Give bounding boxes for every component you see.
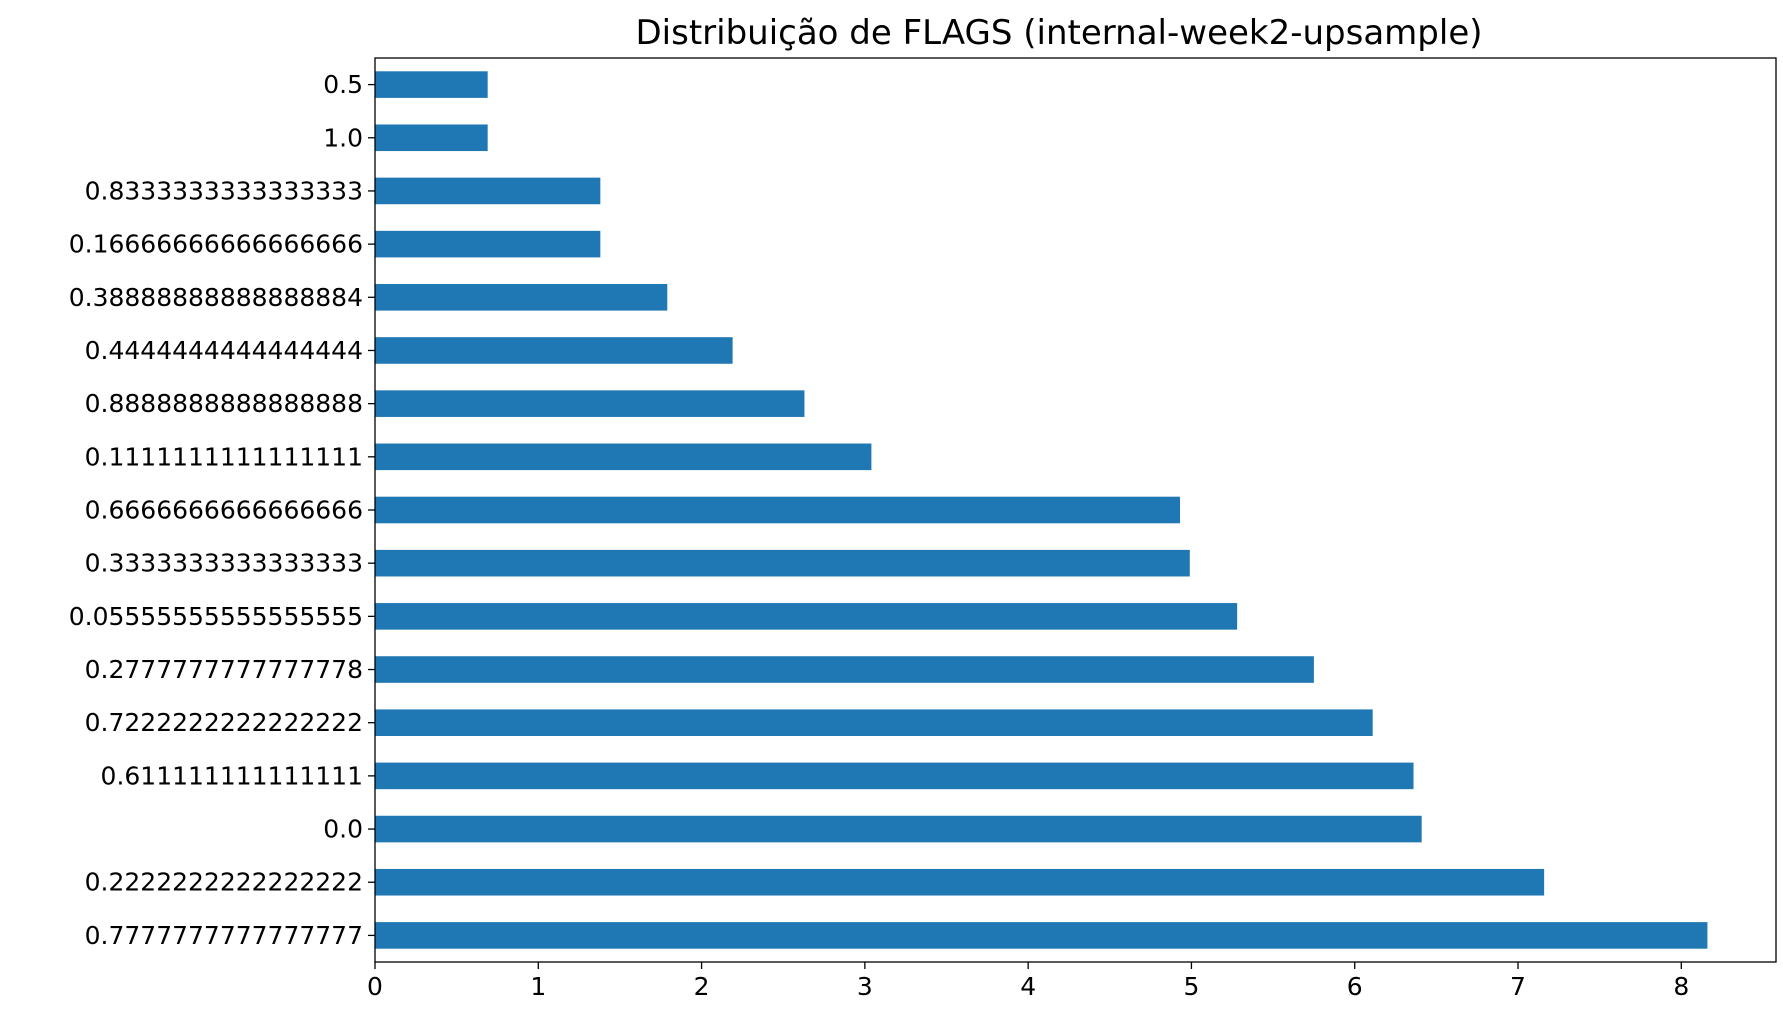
y-tick-labels: 0.7777777777777777 0.2222222222222222 0.0 0… (69, 70, 375, 950)
y-tick-label: 0.4444444444444444 (85, 336, 363, 365)
y-tick-label: 0.6666666666666666 (85, 496, 363, 525)
y-tick-label: 0.16666666666666666 (69, 230, 363, 259)
y-tick-label: 0.2777777777777778 (85, 655, 363, 684)
y-tick-label: 0.7777777777777777 (85, 921, 363, 950)
bar (375, 390, 805, 417)
x-tick-label: 7 (1510, 972, 1526, 1001)
x-tick-label: 3 (857, 972, 873, 1001)
bar (375, 124, 488, 152)
bar (375, 337, 733, 364)
y-tick-label: 0.38888888888888884 (69, 283, 363, 312)
bar (375, 656, 1314, 683)
plot-frame (374, 57, 1777, 963)
bar (375, 284, 668, 311)
bar (375, 709, 1373, 736)
y-tick-label: 0.3333333333333333 (85, 549, 363, 578)
bar (375, 230, 601, 258)
bar (375, 922, 1708, 949)
axes-frame (374, 57, 1777, 963)
x-ticks: 0 1 2 3 4 5 6 7 8 (367, 962, 1689, 1001)
x-tick-label: 1 (530, 972, 546, 1001)
y-tick-label: 0.1111111111111111 (85, 442, 363, 471)
y-tick-label: 1.0 (323, 123, 363, 152)
bar (375, 815, 1422, 843)
chart-title: Distribuição de FLAGS (internal-week2-up… (635, 13, 1482, 53)
x-tick-label: 6 (1347, 972, 1363, 1001)
y-tick-label: 0.8333333333333333 (85, 176, 363, 205)
bar (375, 603, 1238, 630)
y-tick-label: 0.05555555555555555 (69, 602, 363, 631)
y-tick-label: 0.7222222222222222 (85, 708, 363, 737)
bar (375, 868, 1545, 896)
x-tick-label: 5 (1183, 972, 1199, 1001)
y-tick-label: 0.2222222222222222 (85, 868, 363, 897)
bar (375, 496, 1181, 524)
bars-group (375, 71, 1708, 949)
bar (375, 443, 872, 471)
x-tick-label: 0 (367, 972, 383, 1001)
x-tick-label: 2 (694, 972, 710, 1001)
y-tick-label: 0.611111111111111 (101, 761, 363, 790)
x-tick-label: 8 (1673, 972, 1689, 1001)
y-tick-label: 0.0 (323, 815, 363, 844)
x-tick-label: 4 (1020, 972, 1036, 1001)
y-tick-label: 0.5 (323, 70, 363, 99)
bar (375, 762, 1414, 790)
bar (375, 71, 488, 98)
y-tick-label: 0.8888888888888888 (85, 389, 363, 418)
bar (375, 549, 1190, 577)
bar (375, 177, 601, 205)
